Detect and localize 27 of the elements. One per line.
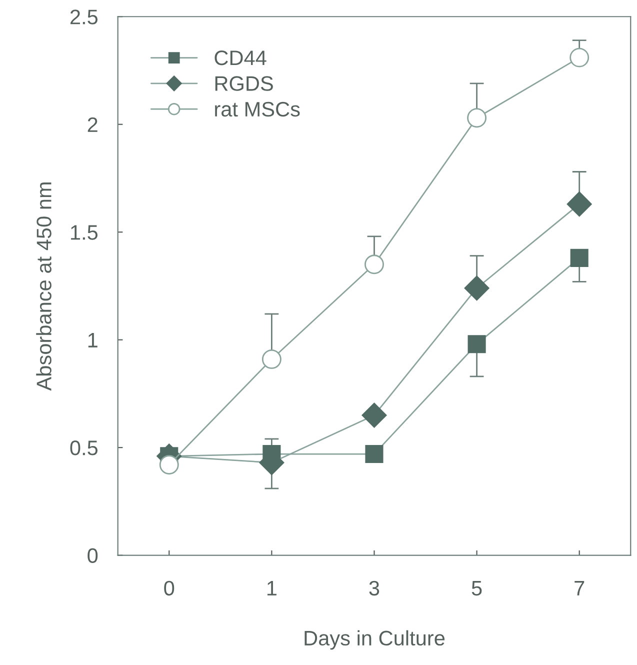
x-tick-label: 7 <box>574 581 584 596</box>
y-tick-label: 1.5 <box>71 225 98 240</box>
point <box>262 349 282 369</box>
x-tick-label: 1 <box>267 581 276 596</box>
point <box>566 192 592 217</box>
x-tick-label: 0 <box>164 580 174 596</box>
point <box>364 254 384 274</box>
y-tick-label: 2.5 <box>70 10 98 24</box>
y-tick-label: 0 <box>88 548 98 564</box>
point <box>468 335 486 354</box>
y-tick-label: 2 <box>88 117 98 132</box>
point <box>365 444 384 464</box>
point <box>464 276 490 301</box>
x-tick-label: 5 <box>472 581 482 596</box>
point <box>159 455 179 475</box>
point <box>467 108 487 128</box>
x-tick-label: 3 <box>369 580 380 596</box>
point <box>362 402 387 428</box>
point <box>570 48 590 68</box>
y-axis-title: Absorbance at 450 nm <box>36 182 52 391</box>
legend-label: CD44 <box>214 50 266 66</box>
y-tick-label: 0.5 <box>70 440 98 456</box>
point <box>570 248 588 267</box>
legend-label: rat MSCs <box>215 102 300 117</box>
legend-label: RGDS <box>215 76 273 91</box>
y-tick-label: 1 <box>88 333 98 348</box>
x-axis-title: Days in Culture <box>304 630 445 650</box>
